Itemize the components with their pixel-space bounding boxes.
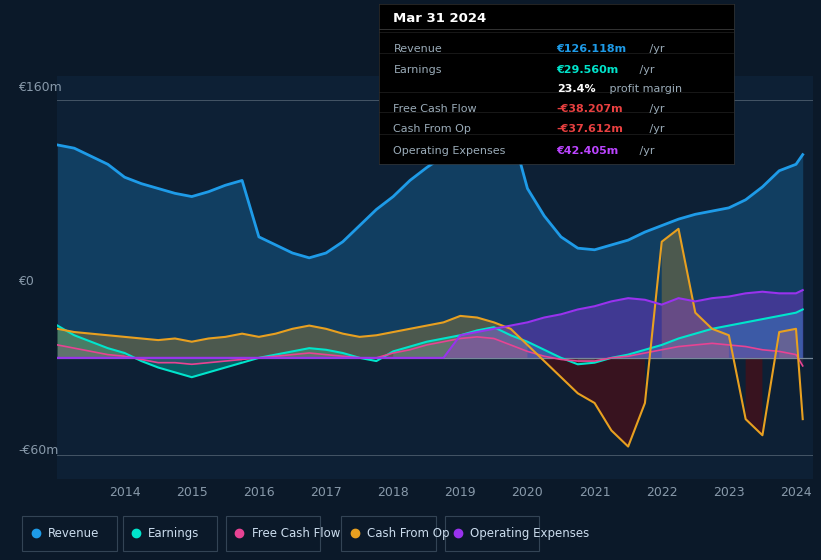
Text: profit margin: profit margin	[606, 83, 682, 94]
FancyBboxPatch shape	[445, 516, 539, 551]
Text: Operating Expenses: Operating Expenses	[470, 527, 589, 540]
Text: €126.118m: €126.118m	[557, 44, 626, 54]
Text: /yr: /yr	[646, 44, 664, 54]
Text: Free Cash Flow: Free Cash Flow	[251, 527, 340, 540]
Text: -€60m: -€60m	[18, 444, 58, 457]
FancyBboxPatch shape	[22, 516, 117, 551]
Text: Earnings: Earnings	[149, 527, 200, 540]
Text: €0: €0	[18, 275, 34, 288]
Text: -€38.207m: -€38.207m	[557, 104, 623, 114]
Text: €29.560m: €29.560m	[557, 65, 619, 75]
Text: 23.4%: 23.4%	[557, 83, 595, 94]
Text: /yr: /yr	[636, 65, 654, 75]
Text: Cash From Op: Cash From Op	[367, 527, 449, 540]
Text: Operating Expenses: Operating Expenses	[393, 146, 506, 156]
FancyBboxPatch shape	[342, 516, 436, 551]
Text: -€37.612m: -€37.612m	[557, 124, 623, 134]
Text: €160m: €160m	[18, 81, 62, 95]
Text: Earnings: Earnings	[393, 65, 442, 75]
Text: Revenue: Revenue	[393, 44, 443, 54]
Text: Free Cash Flow: Free Cash Flow	[393, 104, 477, 114]
Text: Mar 31 2024: Mar 31 2024	[393, 12, 487, 25]
Text: /yr: /yr	[636, 146, 654, 156]
Text: Cash From Op: Cash From Op	[393, 124, 471, 134]
Text: /yr: /yr	[646, 104, 664, 114]
FancyBboxPatch shape	[226, 516, 320, 551]
FancyBboxPatch shape	[123, 516, 217, 551]
Text: Revenue: Revenue	[48, 527, 99, 540]
Text: €42.405m: €42.405m	[557, 146, 619, 156]
Text: /yr: /yr	[646, 124, 664, 134]
